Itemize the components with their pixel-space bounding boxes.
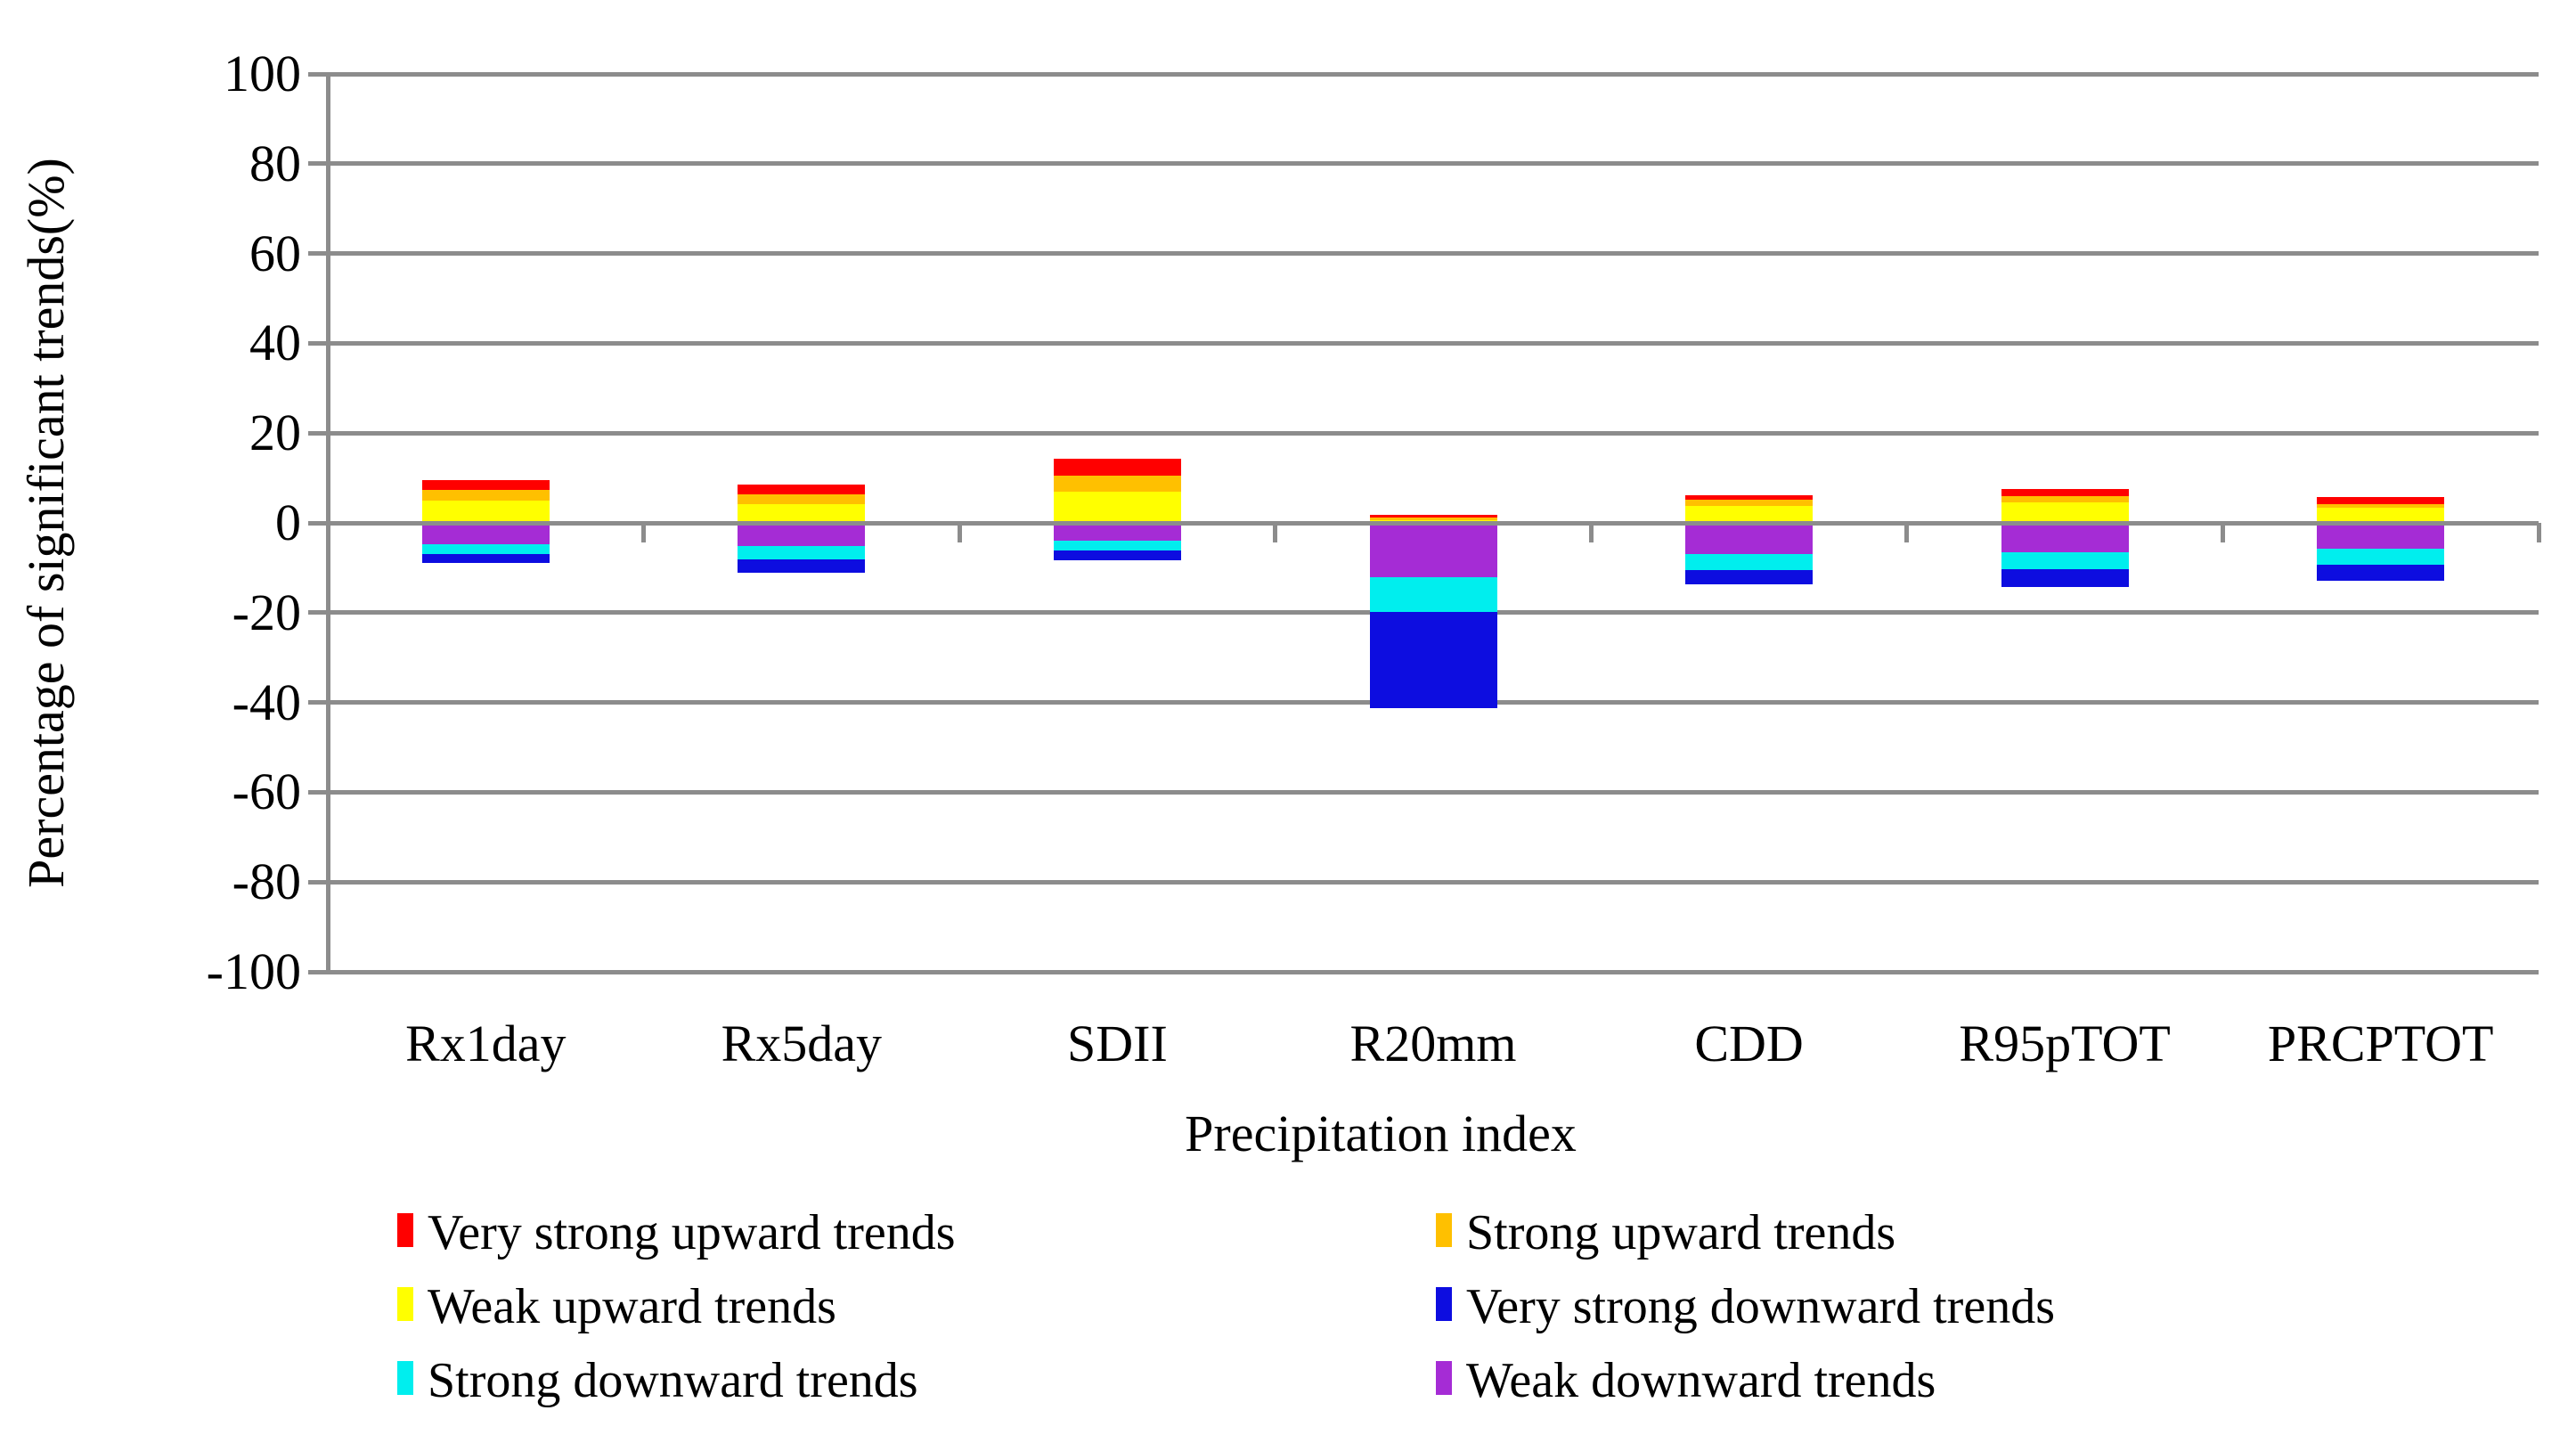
bar-segment — [2317, 504, 2445, 508]
legend-swatch — [1436, 1361, 1452, 1395]
y-tick-label: 0 — [275, 493, 301, 551]
legend-label: Weak downward trends — [1466, 1353, 1936, 1408]
legend-label: Strong downward trends — [428, 1353, 918, 1408]
category-tick — [1904, 523, 1910, 542]
y-tick-label: 40 — [249, 314, 301, 372]
bar-segment — [738, 503, 866, 523]
bar-segment — [2001, 495, 2129, 503]
category-tick — [325, 523, 330, 542]
category-tick — [1588, 523, 1594, 542]
bar-segment — [1053, 523, 1181, 542]
bar-segment — [1685, 553, 1814, 570]
bar-segment — [1685, 505, 1814, 523]
y-tick-label: 60 — [249, 224, 301, 282]
y-tick-label: -80 — [232, 852, 301, 911]
bar-segment — [1053, 550, 1181, 560]
gridline — [308, 71, 2539, 77]
x-tick-label: CDD — [1694, 1015, 1804, 1072]
bar-segment — [1369, 518, 1497, 521]
x-tick-label: Rx1day — [405, 1015, 567, 1072]
bar-segment — [1369, 612, 1497, 708]
bar-segment — [421, 489, 550, 501]
x-tick-label: SDII — [1067, 1015, 1168, 1072]
bar-segment — [738, 523, 866, 546]
bar-segment — [2317, 549, 2445, 566]
bar-segment — [421, 523, 550, 545]
bar-segment — [1685, 569, 1814, 585]
gridline — [308, 340, 2539, 346]
gridline — [308, 969, 2539, 974]
bar-segment — [1053, 459, 1181, 477]
legend-label: Strong upward trends — [1466, 1205, 1896, 1260]
bar-segment — [738, 545, 866, 559]
y-tick-label: 80 — [249, 134, 301, 192]
bar-segment — [421, 554, 550, 563]
legend-swatch — [397, 1361, 413, 1395]
bar-segment — [421, 500, 550, 523]
legend-swatch — [1436, 1287, 1452, 1321]
legend-label: Very strong upward trends — [428, 1205, 956, 1260]
x-axis-title: Precipitation index — [1185, 1105, 1577, 1162]
gridline — [308, 430, 2539, 436]
legend-swatch — [397, 1287, 413, 1321]
legend-swatch — [397, 1213, 413, 1247]
bar-segment — [2001, 502, 2129, 523]
category-tick — [957, 523, 962, 542]
bar-segment — [2317, 565, 2445, 581]
bar-segment — [1685, 523, 1814, 554]
category-tick — [1273, 523, 1278, 542]
y-axis-title: Percentage of significant trends(%) — [17, 158, 75, 888]
category-tick — [641, 523, 647, 542]
x-axis-line — [308, 520, 2539, 526]
bar-segment — [1369, 515, 1497, 518]
bar-segment — [1053, 491, 1181, 523]
bar-segment — [421, 544, 550, 555]
bar-segment — [2317, 523, 2445, 550]
bar-segment — [2001, 551, 2129, 569]
bar-segment — [2001, 489, 2129, 496]
gridline — [308, 251, 2539, 257]
x-tick-label: R20mm — [1349, 1015, 1517, 1072]
bar-segment — [1053, 476, 1181, 492]
y-tick-label: -60 — [232, 762, 301, 821]
bar-segment — [1685, 494, 1814, 501]
bar-segment — [738, 494, 866, 504]
gridline — [308, 789, 2539, 795]
legend-label: Very strong downward trends — [1466, 1279, 2055, 1334]
gridline — [308, 879, 2539, 885]
category-tick — [2536, 523, 2541, 542]
x-tick-label: PRCPTOT — [2267, 1015, 2494, 1072]
bar-segment — [2001, 568, 2129, 587]
bar-segment — [738, 485, 866, 495]
legend-label: Weak upward trends — [428, 1279, 836, 1334]
y-tick-label: -100 — [206, 942, 301, 1000]
bar-segment — [421, 480, 550, 490]
bar-segment — [2001, 523, 2129, 552]
x-tick-label: R95pTOT — [1959, 1015, 2171, 1072]
bar-segment — [1369, 577, 1497, 613]
legend-swatch — [1436, 1213, 1452, 1247]
x-tick-label: Rx5day — [721, 1015, 883, 1072]
bar-segment — [1369, 523, 1497, 578]
bar-segment — [2317, 497, 2445, 505]
bar-segment — [1053, 541, 1181, 551]
y-tick-label: -40 — [232, 673, 301, 731]
y-tick-label: 20 — [249, 404, 301, 462]
bar-segment — [1685, 500, 1814, 506]
category-tick — [2220, 523, 2225, 542]
y-tick-label: 100 — [224, 45, 301, 102]
bar-segment — [738, 558, 866, 573]
bar-segment — [2317, 507, 2445, 523]
gridline — [308, 161, 2539, 167]
y-tick-label: -20 — [232, 583, 301, 641]
